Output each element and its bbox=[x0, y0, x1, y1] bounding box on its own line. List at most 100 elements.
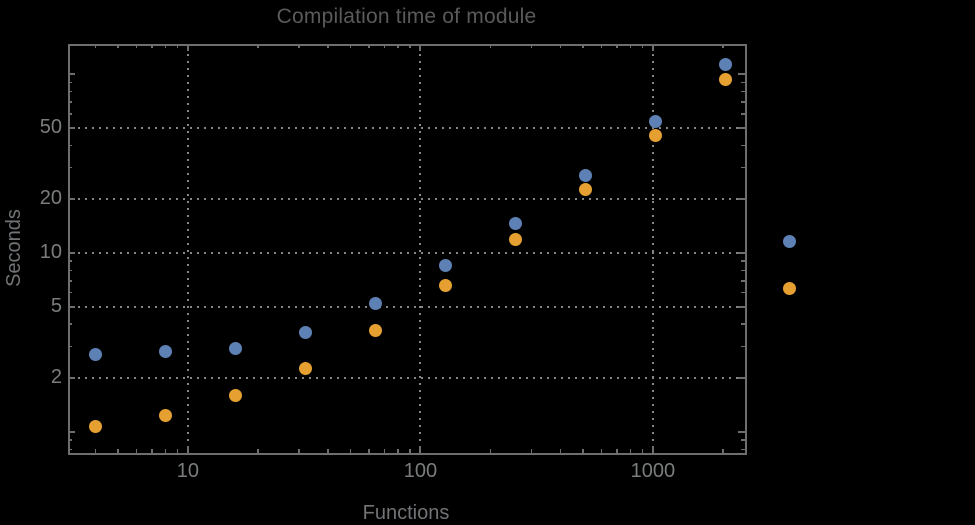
tick-x-minor-300 bbox=[530, 449, 533, 453]
tick-x-minor-6 bbox=[135, 449, 138, 453]
legend-marker-series-2 bbox=[783, 281, 796, 295]
tick-label-x-1000: 1000 bbox=[630, 460, 676, 482]
tick-x-minor-8 bbox=[164, 449, 167, 453]
data-point-series-1-x32 bbox=[298, 325, 312, 339]
tick-label-y-50: 50 bbox=[39, 115, 62, 138]
tick-x-minor-500 bbox=[582, 449, 584, 453]
tick-y-minor-right-8 bbox=[741, 269, 745, 272]
tick-y-minor-right-6 bbox=[741, 291, 745, 294]
tick-y-minor-90 bbox=[68, 81, 72, 84]
tick-x-minor-30 bbox=[298, 449, 300, 453]
tick-y-minor-30 bbox=[68, 166, 72, 169]
data-point-series-2-x1024 bbox=[648, 128, 662, 142]
data-point-series-1-x16 bbox=[228, 342, 242, 356]
tick-x-minor-top-9 bbox=[176, 44, 179, 48]
data-point-series-1-x8 bbox=[158, 345, 172, 359]
tick-x-minor-70 bbox=[383, 449, 386, 453]
tick-x-minor-400 bbox=[559, 449, 562, 453]
tick-y-minor-70 bbox=[68, 101, 72, 103]
tick-y-right-5 bbox=[738, 305, 745, 308]
tick-x-top-1000 bbox=[651, 44, 654, 51]
tick-x-minor-900 bbox=[641, 449, 644, 453]
tick-y-minor-right-90 bbox=[741, 81, 745, 84]
data-point-series-2-x256 bbox=[508, 233, 522, 247]
gridline-x-1000 bbox=[651, 47, 654, 452]
tick-x-minor-top-6 bbox=[135, 44, 138, 48]
tick-y-minor-right-60 bbox=[741, 113, 745, 115]
tick-x-minor-top-2000 bbox=[722, 44, 724, 48]
tick-x-minor-20 bbox=[257, 449, 259, 453]
tick-y-minor-6 bbox=[68, 291, 72, 294]
tick-x-top-10 bbox=[186, 44, 189, 51]
gridline-y-20 bbox=[71, 197, 744, 200]
tick-y-minor-right-3 bbox=[741, 345, 745, 348]
tick-x-minor-700 bbox=[616, 449, 618, 453]
tick-x-minor-top-900 bbox=[641, 44, 644, 48]
tick-y-minor-80 bbox=[68, 90, 72, 93]
tick-x-minor-60 bbox=[368, 449, 370, 453]
tick-y-minor-right-7 bbox=[741, 280, 745, 282]
data-point-series-1-x512 bbox=[578, 169, 592, 183]
tick-y-minor-right-80 bbox=[741, 90, 745, 93]
gridline-y-50 bbox=[71, 126, 744, 129]
data-point-series-1-x1024 bbox=[648, 115, 662, 129]
tick-y-5 bbox=[68, 305, 75, 308]
tick-x-minor-top-80 bbox=[397, 44, 399, 48]
tick-y-20 bbox=[68, 197, 75, 200]
tick-x-minor-top-30 bbox=[298, 44, 300, 48]
tick-y-minor-right-40 bbox=[741, 144, 745, 147]
tick-x-minor-80 bbox=[397, 449, 399, 453]
tick-y-right-100 bbox=[738, 72, 745, 75]
gridline-y-2 bbox=[71, 376, 744, 379]
tick-x-minor-top-40 bbox=[327, 44, 329, 48]
tick-y-minor-right-9 bbox=[741, 260, 745, 262]
tick-y-minor-right-0.9 bbox=[741, 439, 745, 441]
gridline-y-5 bbox=[71, 305, 744, 308]
data-point-series-2-x16 bbox=[228, 388, 242, 402]
tick-y-minor-8 bbox=[68, 269, 72, 272]
tick-label-y-5: 5 bbox=[50, 294, 62, 317]
tick-x-minor-top-300 bbox=[530, 44, 533, 48]
tick-label-x-100: 100 bbox=[403, 460, 438, 482]
tick-y-right-50 bbox=[738, 126, 745, 129]
data-point-series-1-x64 bbox=[368, 297, 382, 311]
tick-x-minor-top-8 bbox=[164, 44, 167, 48]
y-axis-label: Seconds bbox=[3, 209, 25, 287]
tick-x-minor-90 bbox=[409, 449, 411, 453]
tick-y-2 bbox=[68, 376, 75, 379]
gridline-y-10 bbox=[71, 251, 744, 254]
tick-x-minor-2000 bbox=[722, 449, 724, 453]
data-point-series-2-x128 bbox=[438, 278, 452, 292]
data-point-series-1-x4 bbox=[88, 348, 102, 362]
tick-x-1000 bbox=[651, 446, 654, 453]
tick-label-y-20: 20 bbox=[39, 186, 62, 209]
tick-x-minor-top-500 bbox=[582, 44, 584, 48]
tick-x-minor-600 bbox=[600, 449, 603, 453]
tick-x-minor-top-20 bbox=[257, 44, 259, 48]
x-axis-label: Functions bbox=[362, 502, 450, 524]
tick-y-minor-0.8 bbox=[68, 448, 72, 450]
tick-x-minor-top-60 bbox=[368, 44, 370, 48]
tick-y-minor-4 bbox=[68, 323, 72, 325]
tick-y-10 bbox=[68, 251, 75, 254]
tick-x-minor-50 bbox=[349, 449, 352, 453]
tick-x-minor-top-7 bbox=[151, 44, 153, 48]
tick-x-minor-top-90 bbox=[409, 44, 411, 48]
tick-x-minor-top-800 bbox=[629, 44, 632, 48]
tick-label-x-10: 10 bbox=[176, 460, 200, 482]
tick-label-y-10: 10 bbox=[39, 240, 62, 263]
tick-y-50 bbox=[68, 126, 75, 129]
tick-y-right-20 bbox=[738, 197, 745, 200]
tick-y-right-10 bbox=[738, 251, 745, 254]
data-point-series-2-x2048 bbox=[718, 73, 732, 87]
tick-x-top-100 bbox=[419, 44, 422, 51]
tick-x-minor-top-5 bbox=[117, 44, 119, 48]
tick-y-minor-60 bbox=[68, 113, 72, 115]
tick-x-minor-top-200 bbox=[489, 44, 492, 48]
tick-x-minor-40 bbox=[327, 449, 329, 453]
tick-x-minor-9 bbox=[176, 449, 179, 453]
data-point-series-2-x4 bbox=[88, 419, 102, 433]
tick-x-minor-top-50 bbox=[349, 44, 352, 48]
tick-x-minor-top-600 bbox=[600, 44, 603, 48]
